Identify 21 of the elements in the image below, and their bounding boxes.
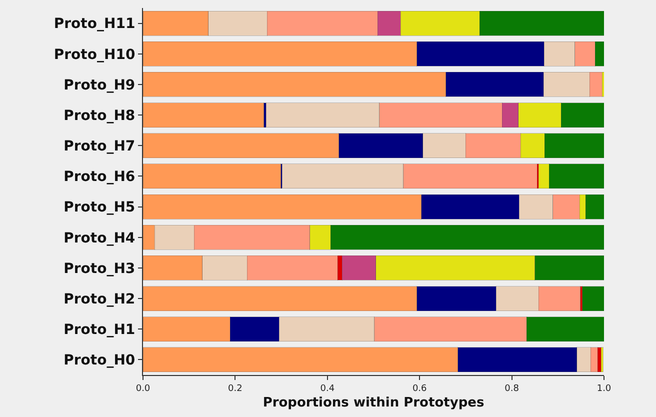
y-tick-label: Proto_H5	[64, 200, 136, 216]
y-tick-label: Proto_H3	[64, 260, 136, 277]
y-tick-label: Proto_H4	[64, 230, 136, 246]
y-tick-label: Proto_H1	[64, 322, 136, 338]
x-axis-title: Proportions within Prototypes	[262, 395, 484, 410]
x-tick-label: 1.0	[596, 384, 612, 394]
y-tick-label: Proto_H2	[64, 291, 136, 308]
y-tick-label: Proto_H9	[64, 77, 136, 94]
x-tick-label: 0.8	[504, 384, 520, 394]
x-tick-label: 0.6	[412, 384, 428, 394]
y-tick-label: Proto_H8	[64, 108, 136, 124]
x-tick-label: 0.4	[320, 384, 335, 394]
y-tick-label: Proto_H7	[64, 138, 136, 155]
y-tick-label: Proto_H11	[54, 16, 136, 32]
y-tick-label: Proto_H6	[64, 169, 136, 186]
x-tick-label: 0.0	[136, 384, 150, 394]
y-tick-label: Proto_H0	[64, 352, 136, 369]
bar	[143, 102, 264, 128]
bar	[582, 286, 604, 312]
y-tick-label: Proto_H10	[54, 46, 136, 63]
x-tick-label: 0.2	[228, 384, 242, 394]
